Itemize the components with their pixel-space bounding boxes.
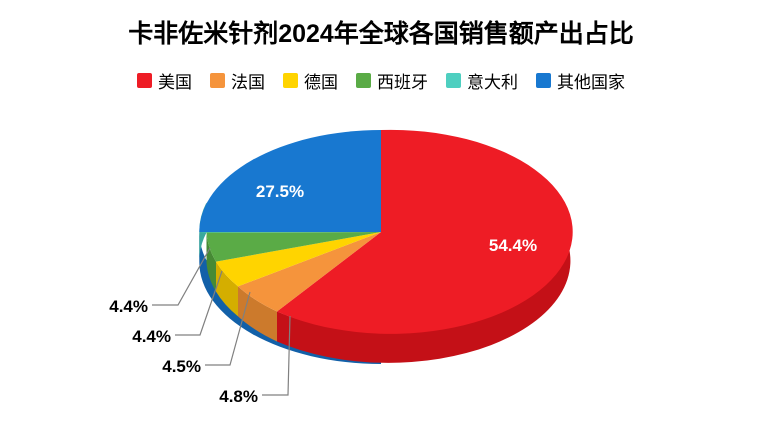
legend-item-germany[interactable]: 德国	[283, 68, 338, 93]
slice-value-us: 54.4%	[489, 236, 537, 255]
slice-value-germany: 4.5%	[162, 357, 201, 376]
legend-item-france[interactable]: 法国	[210, 68, 265, 93]
legend-label-spain: 西班牙	[377, 73, 428, 92]
legend-label-france: 法国	[231, 73, 265, 92]
leader-spain	[175, 270, 223, 336]
slice-side-germany	[216, 261, 238, 317]
legend-item-us[interactable]: 美国	[137, 68, 192, 93]
legend-swatch-spain	[356, 73, 371, 88]
slice-germany	[216, 232, 381, 287]
slice-value-france: 4.8%	[219, 387, 258, 406]
leader-italy	[152, 247, 211, 306]
legend-label-germany: 德国	[304, 73, 338, 92]
legend-swatch-us	[137, 73, 152, 88]
slice-value-spain: 4.4%	[132, 327, 171, 346]
leader-lines	[152, 247, 291, 396]
leader-germany	[205, 291, 251, 366]
slice-us	[277, 129, 573, 334]
pie-svg: 54.4% 27.5% 4.4% 4.4% 4.5% 4.8%	[109, 129, 573, 406]
legend-swatch-france	[210, 73, 225, 88]
legend-label-other: 其他国家	[557, 73, 625, 92]
pie-plot-area: 54.4% 27.5% 4.4% 4.4% 4.5% 4.8%	[0, 120, 762, 434]
legend-swatch-italy	[446, 73, 461, 88]
legend-swatch-germany	[283, 73, 298, 88]
legend-swatch-other	[536, 73, 551, 88]
legend-label-us: 美国	[158, 73, 192, 92]
slice-side-spain	[206, 232, 216, 292]
chart-legend: 美国 法国 德国 西班牙 意大利 其他国家	[0, 68, 762, 93]
slice-side-us	[277, 202, 571, 363]
slice-spain	[206, 232, 381, 262]
slice-other	[199, 130, 381, 232]
pie-slices	[199, 129, 573, 334]
slice-italy	[199, 232, 381, 233]
legend-item-italy[interactable]: 意大利	[446, 68, 518, 93]
leader-france	[262, 315, 291, 396]
page-title: 卡非佐米针剂2024年全球各国销售额产出占比	[128, 20, 634, 48]
slice-value-italy: 4.4%	[109, 297, 148, 316]
legend-item-other[interactable]: 其他国家	[536, 68, 625, 93]
legend-label-italy: 意大利	[467, 73, 518, 92]
legend-item-spain[interactable]: 西班牙	[356, 68, 428, 93]
slice-value-other: 27.5%	[256, 182, 304, 201]
slice-france	[238, 232, 381, 312]
